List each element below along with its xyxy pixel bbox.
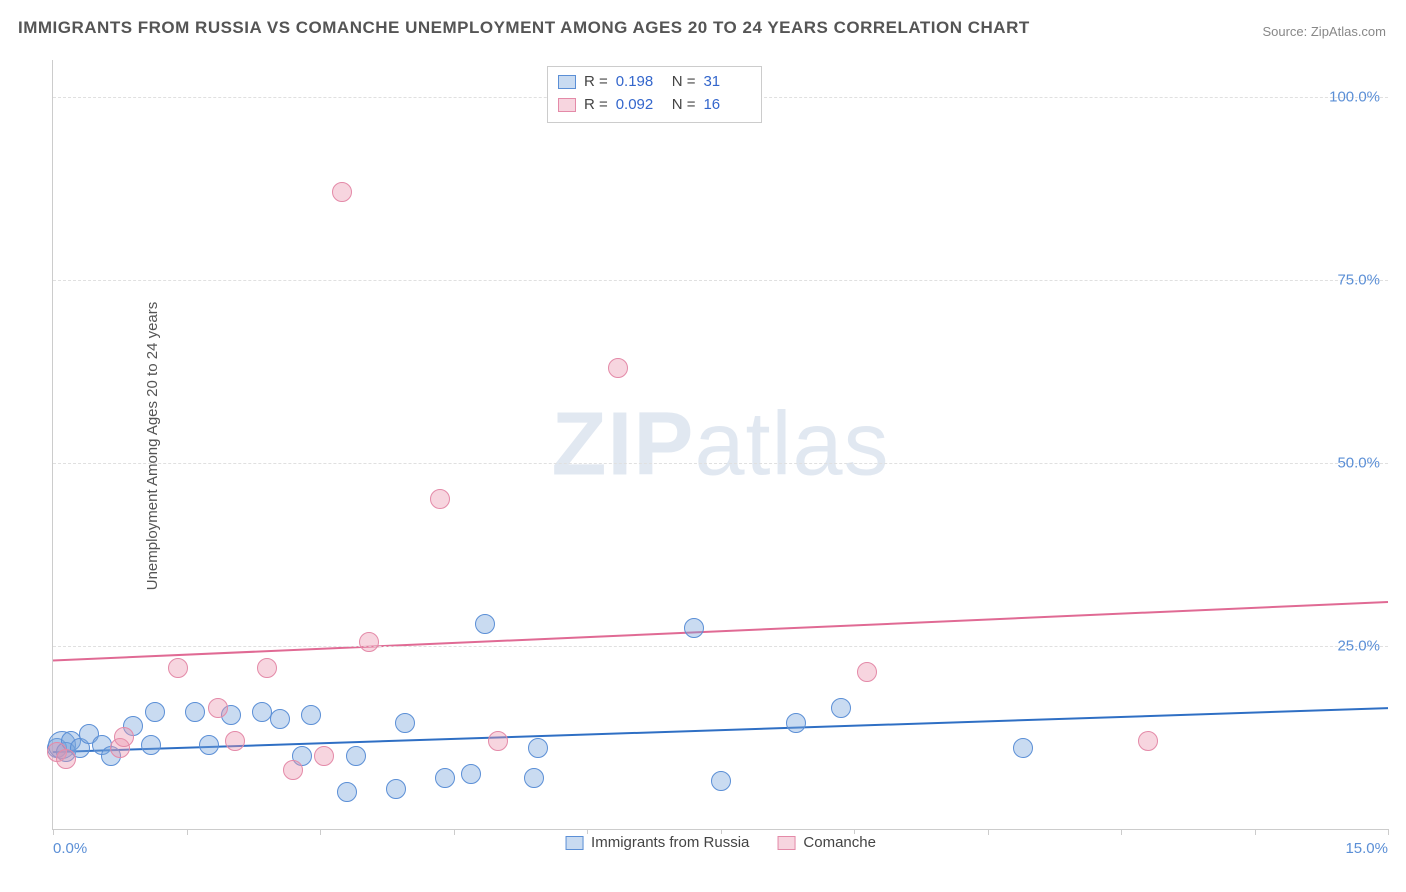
scatter-point-russia (395, 713, 415, 733)
scatter-point-russia (684, 618, 704, 638)
legend-label: Comanche (803, 834, 876, 851)
scatter-point-comanche (359, 632, 379, 652)
stat-n-value: 16 (703, 94, 751, 117)
y-tick-label: 50.0% (1337, 454, 1380, 471)
scatter-point-comanche (857, 662, 877, 682)
gridline (53, 280, 1388, 281)
scatter-point-russia (786, 713, 806, 733)
y-tick-label: 75.0% (1337, 271, 1380, 288)
gridline (53, 463, 1388, 464)
legend-swatch-russia (565, 836, 583, 850)
legend-item-comanche: Comanche (777, 834, 876, 851)
stats-row-comanche: R = 0.092 N = 16 (558, 94, 752, 117)
scatter-point-comanche (114, 727, 134, 747)
stats-legend: R = 0.198 N = 31 R = 0.092 N = 16 (547, 66, 763, 123)
scatter-point-comanche (430, 489, 450, 509)
x-tick-label: 15.0% (1345, 840, 1388, 857)
gridline (53, 646, 1388, 647)
legend-swatch-comanche (777, 836, 795, 850)
scatter-point-comanche (488, 731, 508, 751)
x-tick (988, 829, 989, 835)
scatter-point-comanche (225, 731, 245, 751)
scatter-point-russia (711, 771, 731, 791)
scatter-point-comanche (332, 182, 352, 202)
x-tick (187, 829, 188, 835)
scatter-point-russia (831, 698, 851, 718)
x-tick (320, 829, 321, 835)
scatter-point-russia (270, 709, 290, 729)
scatter-point-russia (145, 702, 165, 722)
scatter-point-comanche (608, 358, 628, 378)
x-tick-label: 0.0% (53, 840, 87, 857)
x-tick (454, 829, 455, 835)
x-tick (1121, 829, 1122, 835)
trend-line-comanche (53, 602, 1388, 661)
scatter-point-comanche (208, 698, 228, 718)
scatter-point-russia (346, 746, 366, 766)
scatter-point-russia (185, 702, 205, 722)
y-tick-label: 25.0% (1337, 637, 1380, 654)
x-tick (53, 829, 54, 835)
scatter-point-russia (524, 768, 544, 788)
legend-label: Immigrants from Russia (591, 834, 749, 851)
source-name: ZipAtlas.com (1311, 24, 1386, 39)
stat-r-label: R = (584, 71, 608, 94)
y-tick-label: 100.0% (1329, 88, 1380, 105)
scatter-point-russia (1013, 738, 1033, 758)
scatter-point-russia (301, 705, 321, 725)
plot-area: ZIPatlas 25.0%50.0%75.0%100.0%0.0%15.0%R… (52, 60, 1388, 830)
legend-swatch-russia (558, 75, 576, 89)
scatter-point-comanche (168, 658, 188, 678)
stat-r-label: R = (584, 94, 608, 117)
stat-n-label: N = (672, 71, 696, 94)
legend-swatch-comanche (558, 98, 576, 112)
scatter-point-russia (435, 768, 455, 788)
scatter-point-russia (141, 735, 161, 755)
scatter-point-comanche (283, 760, 303, 780)
source-prefix: Source: (1262, 24, 1310, 39)
scatter-point-comanche (314, 746, 334, 766)
stat-r-value: 0.198 (616, 71, 664, 94)
chart-title: IMMIGRANTS FROM RUSSIA VS COMANCHE UNEMP… (18, 18, 1030, 38)
stat-r-value: 0.092 (616, 94, 664, 117)
scatter-point-russia (475, 614, 495, 634)
source-attribution: Source: ZipAtlas.com (1262, 24, 1386, 39)
scatter-point-russia (337, 782, 357, 802)
stats-row-russia: R = 0.198 N = 31 (558, 71, 752, 94)
scatter-point-comanche (1138, 731, 1158, 751)
x-tick (1388, 829, 1389, 835)
scatter-point-russia (528, 738, 548, 758)
scatter-point-russia (199, 735, 219, 755)
scatter-point-comanche (56, 749, 76, 769)
legend-item-russia: Immigrants from Russia (565, 834, 749, 851)
stat-n-label: N = (672, 94, 696, 117)
scatter-point-russia (386, 779, 406, 799)
scatter-point-comanche (257, 658, 277, 678)
bottom-legend: Immigrants from Russia Comanche (557, 834, 884, 851)
scatter-point-russia (461, 764, 481, 784)
stat-n-value: 31 (703, 71, 751, 94)
x-tick (1255, 829, 1256, 835)
